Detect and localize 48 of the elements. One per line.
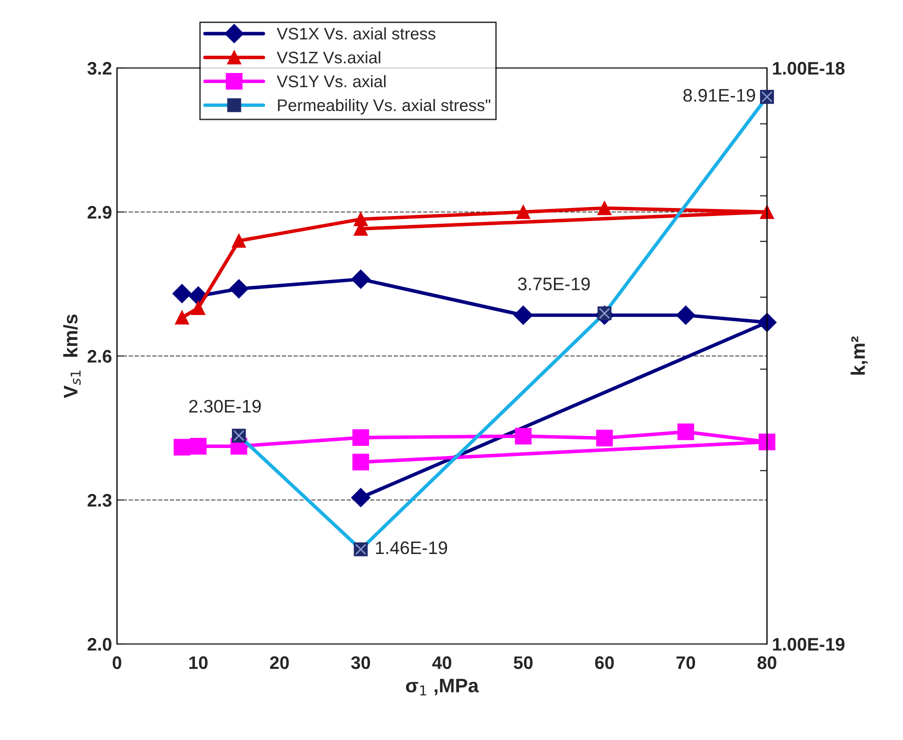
point <box>190 438 207 455</box>
point <box>598 201 612 216</box>
x-tick-label: 80 <box>758 656 776 670</box>
x-tick-label: 50 <box>514 656 533 670</box>
point <box>760 205 774 219</box>
y2-axis-title: k,m² <box>850 336 868 375</box>
data-label: 1.46E-19 <box>376 541 448 554</box>
point <box>172 284 192 304</box>
x-tick-label: 70 <box>676 656 696 670</box>
y2-tick-label: 1.00E-19 <box>773 638 844 651</box>
x-tick-label: 40 <box>432 656 452 670</box>
point <box>596 430 613 446</box>
point <box>514 428 532 444</box>
legend-label: Permeability Vs. axial stress" <box>278 98 490 114</box>
data-label: 8.91E-19 <box>683 88 756 102</box>
y-tick-label: 2.0 <box>88 638 112 651</box>
point <box>351 270 370 289</box>
x-axis-title: σ$_{1}$ ,MPa <box>406 678 479 696</box>
y-axis-title: V$_{s1}$ km/s <box>63 314 81 398</box>
legend-label: VS1X Vs. axial stress <box>276 27 436 40</box>
point <box>758 434 776 450</box>
y2-tick-label: 1.00E-18 <box>773 62 845 75</box>
data-label: 3.75E-19 <box>518 278 590 290</box>
point <box>351 488 370 508</box>
x-tick-label: 30 <box>351 656 370 670</box>
x-tick-label: 20 <box>270 656 289 670</box>
y-tick-label: 2.9 <box>88 206 112 219</box>
point <box>352 429 370 446</box>
data-label: 2.30E-19 <box>189 400 261 413</box>
point <box>676 306 696 325</box>
x-tick-label: 0 <box>112 656 122 670</box>
y-tick-label: 2.3 <box>88 494 112 507</box>
point <box>352 454 370 470</box>
point <box>175 310 189 325</box>
y-tick-label: 2.6 <box>88 350 112 363</box>
point <box>229 279 248 298</box>
point <box>232 234 246 248</box>
point <box>191 301 206 315</box>
x-tick-label: 10 <box>189 656 208 670</box>
x-tick-label: 60 <box>595 656 614 670</box>
y-tick-label: 3.2 <box>87 62 112 75</box>
point <box>516 205 530 219</box>
legend-label: VS1Y Vs. axial <box>276 75 386 88</box>
point <box>514 306 533 325</box>
point <box>174 438 190 456</box>
point <box>677 424 694 440</box>
legend-label: VS1Z Vs.axial <box>276 51 380 64</box>
point <box>757 312 777 332</box>
